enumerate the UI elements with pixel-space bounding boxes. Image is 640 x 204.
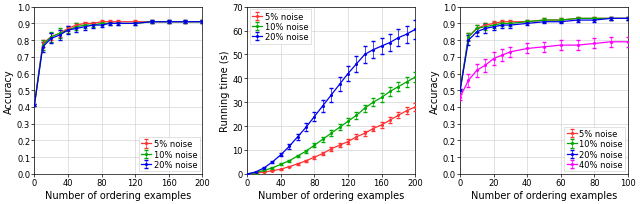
Legend: 5% noise, 10% noise, 20% noise: 5% noise, 10% noise, 20% noise: [250, 10, 311, 44]
X-axis label: Number of ordering examples: Number of ordering examples: [258, 190, 404, 200]
X-axis label: Number of ordering examples: Number of ordering examples: [45, 190, 191, 200]
Y-axis label: Accuracy: Accuracy: [430, 69, 440, 113]
X-axis label: Number of ordering examples: Number of ordering examples: [471, 190, 617, 200]
Legend: 5% noise, 10% noise, 20% noise, 40% noise: 5% noise, 10% noise, 20% noise, 40% nois…: [564, 127, 625, 172]
Y-axis label: Accuracy: Accuracy: [4, 69, 14, 113]
Y-axis label: Running time (s): Running time (s): [220, 50, 230, 131]
Legend: 5% noise, 10% noise, 20% noise: 5% noise, 10% noise, 20% noise: [139, 137, 200, 172]
